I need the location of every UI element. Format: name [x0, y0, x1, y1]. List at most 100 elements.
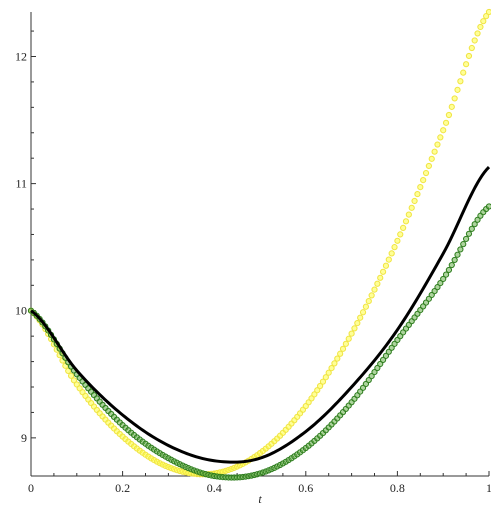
series-point [454, 86, 461, 93]
series-point [420, 177, 427, 184]
series-point [471, 37, 478, 44]
series-point [348, 330, 355, 337]
series-point [354, 320, 361, 327]
x-tick-label: 0.8 [390, 481, 405, 495]
series-point [442, 271, 450, 278]
series-point [448, 261, 455, 269]
series-point [474, 216, 481, 223]
series-point [359, 309, 367, 316]
series-point [382, 352, 390, 359]
series-point [385, 348, 392, 355]
series-point [337, 350, 344, 357]
series-point [414, 190, 421, 198]
series-point [391, 244, 398, 251]
series-point [463, 235, 470, 243]
series-point [440, 127, 447, 134]
series-point [400, 224, 407, 231]
series-point [365, 297, 372, 305]
y-tick-label: 10 [15, 304, 27, 318]
series-point [334, 355, 341, 362]
y-ticks: 9 10 11 12 [15, 30, 36, 445]
y-tick-label: 9 [21, 431, 27, 445]
series-point [457, 78, 464, 85]
series-point [451, 95, 458, 102]
series-point [451, 256, 458, 264]
series-2 [27, 203, 491, 481]
series-point [328, 365, 335, 372]
series-point [388, 250, 395, 257]
series-point [465, 230, 473, 237]
x-tick-label: 1 [486, 481, 491, 495]
series-point [463, 61, 470, 68]
series-point [317, 382, 324, 390]
series-point [394, 237, 401, 244]
series-point [382, 262, 390, 269]
series-point [437, 279, 444, 287]
series-point [379, 268, 387, 275]
series-point [428, 155, 435, 162]
series-point [468, 225, 475, 232]
series-point [457, 246, 464, 253]
series-point [322, 374, 329, 381]
series-point [480, 18, 487, 25]
series-point [402, 218, 410, 225]
series-point [460, 241, 467, 248]
x-tick-label: 0.4 [207, 481, 222, 495]
series-point [483, 13, 490, 20]
series-point [431, 148, 438, 155]
series-point [442, 119, 450, 126]
series-point [65, 367, 72, 375]
series-0 [30, 166, 491, 464]
series-point [67, 372, 75, 379]
series-point [351, 325, 358, 332]
series-point [345, 335, 352, 342]
series-point [385, 256, 392, 263]
series-point [477, 23, 484, 31]
series-point [311, 391, 318, 398]
series-point [434, 284, 441, 291]
series-point [368, 292, 375, 299]
series-point [371, 286, 378, 293]
x-axis-label: t [258, 492, 262, 506]
series-point [417, 184, 424, 191]
series-point [314, 387, 321, 394]
series-point [448, 103, 455, 110]
series-point [331, 360, 338, 367]
series-point [408, 204, 415, 211]
series-point [445, 111, 453, 119]
series-point [374, 280, 381, 287]
x-tick-label: 0.6 [298, 481, 313, 495]
series-point [325, 369, 332, 376]
series-point [405, 211, 412, 218]
series-point [319, 378, 327, 385]
series-point [454, 251, 461, 258]
y-tick-label: 12 [15, 49, 27, 63]
series-point [485, 8, 491, 16]
y-tick-label: 11 [15, 177, 27, 191]
x-tick-label: 0 [28, 481, 34, 495]
series-point [440, 275, 447, 283]
series-point [379, 356, 387, 363]
series-point [485, 203, 491, 210]
series-layer [27, 8, 491, 481]
series-point [445, 266, 453, 274]
series-point [362, 303, 370, 310]
series-line [30, 166, 491, 464]
series-point [397, 231, 404, 238]
series-point [377, 360, 384, 368]
series-point [70, 377, 78, 384]
series-point [411, 197, 418, 205]
series-1 [27, 8, 491, 478]
axes [30, 12, 489, 477]
series-point [368, 372, 375, 380]
series-point [474, 30, 481, 37]
series-point [374, 364, 381, 372]
series-point [425, 162, 432, 170]
series-point [377, 274, 384, 281]
series-point [357, 314, 364, 321]
series-point [471, 221, 478, 228]
series-point [308, 395, 315, 402]
series-point [460, 69, 467, 76]
series-point [342, 340, 349, 347]
